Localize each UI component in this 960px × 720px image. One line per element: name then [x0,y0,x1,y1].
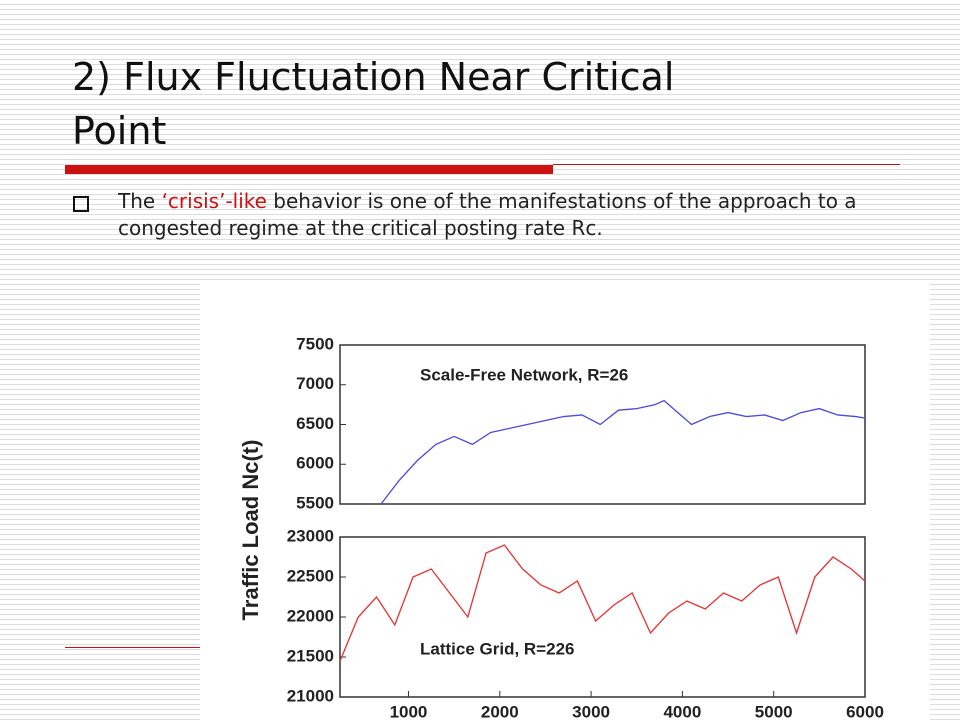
y-tick-label: 22500 [287,566,334,585]
title-line: Point [72,109,167,153]
annotation: Lattice Grid, R=226 [420,639,574,658]
x-tick-label: 3000 [572,702,610,720]
highlight: ‘crisis’-like [161,189,267,213]
y-tick-label: 6000 [296,454,334,473]
y-tick-label: 6500 [296,414,334,433]
y-axis-label: Traffic Load Nc(t) [238,440,263,621]
x-tick-label: 4000 [663,702,701,720]
y-tick-label: 5500 [296,493,334,512]
y-tick-label: 22000 [287,606,334,625]
y-tick-label: 23000 [287,526,334,545]
x-tick-label: 5000 [755,702,793,720]
y-tick-label: 21500 [287,646,334,665]
title-rule [553,164,900,165]
x-tick-label: 2000 [481,702,519,720]
text: The [118,189,162,213]
y-tick-label: 21000 [287,686,334,705]
y-tick-label: 7000 [296,374,334,393]
title-line: 2) Flux Fluctuation Near Critical [72,55,675,99]
slide-title: 2) Flux Fluctuation Near Critical Point [72,50,674,158]
text: behavior is one of the manifestations of… [118,189,857,240]
annotation: Scale-Free Network, R=26 [420,365,628,384]
bullet-icon [73,196,89,212]
figure-background [200,282,930,720]
title-bar [65,165,553,174]
line-series [380,399,866,505]
x-tick-label: 6000 [846,702,884,720]
footer-rule [65,647,205,648]
line-series [339,544,866,662]
bullet-text: The ‘crisis’-like behavior is one of the… [118,188,878,242]
y-tick-label: 7500 [296,334,334,353]
x-tick-label: 1000 [390,702,428,720]
